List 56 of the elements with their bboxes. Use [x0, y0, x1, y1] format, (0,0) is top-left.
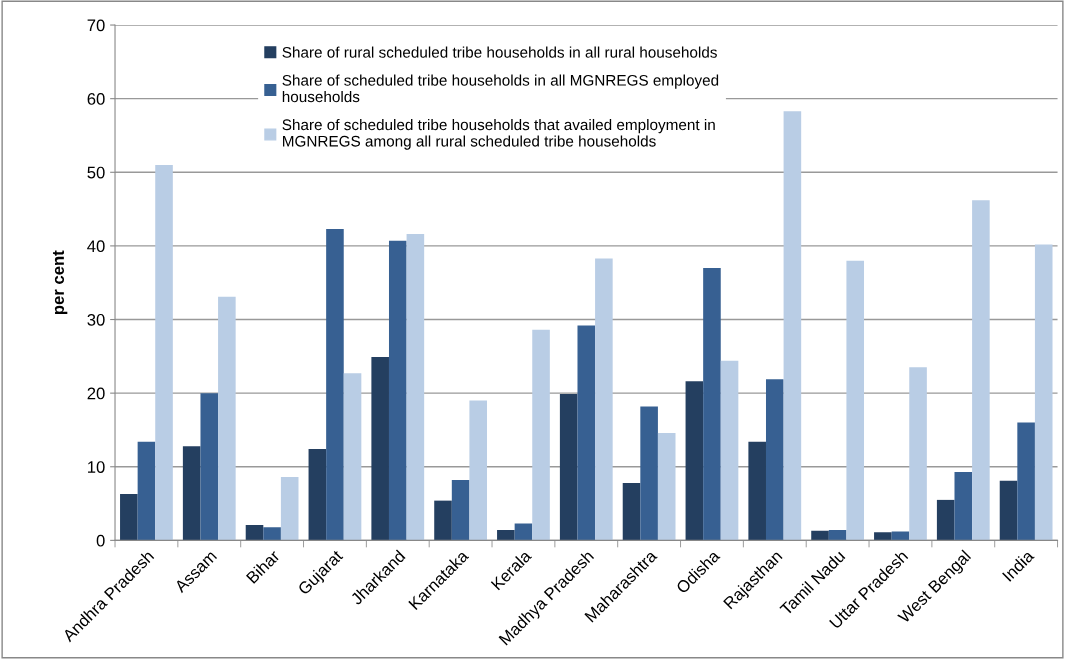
bar: [155, 164, 173, 541]
bar: [182, 446, 201, 541]
bar: [703, 267, 721, 541]
bar: [120, 494, 138, 541]
bar: [1017, 422, 1035, 541]
bar: [451, 480, 470, 541]
bar: [280, 477, 299, 541]
bar: [685, 381, 704, 541]
bar: [640, 406, 658, 541]
bar: [497, 530, 515, 541]
bar: [469, 400, 487, 541]
bar: [343, 373, 362, 541]
bar: [577, 325, 596, 541]
bar: [137, 441, 156, 541]
bar: [954, 471, 973, 541]
y-tick-label: 20: [87, 387, 105, 400]
bar: [909, 367, 927, 541]
bar: [595, 258, 613, 541]
bar: [972, 200, 990, 541]
bar: [371, 357, 389, 541]
bar: [308, 449, 327, 541]
bar: [846, 260, 865, 541]
y-tick-label: 40: [87, 240, 105, 253]
bar: [200, 393, 219, 541]
y-tick-label: 30: [87, 313, 105, 326]
bar: [218, 296, 236, 541]
bar: [326, 228, 344, 541]
bar: [406, 234, 425, 541]
bar: [765, 379, 784, 541]
bar: [999, 480, 1018, 541]
bar: [783, 111, 802, 541]
bar: [874, 532, 892, 541]
bar: [263, 527, 281, 541]
y-tick-label: 0: [96, 534, 105, 547]
bar: [828, 530, 847, 541]
bar: [532, 329, 550, 541]
bar: [622, 482, 641, 541]
bar: [657, 432, 676, 541]
legend-label: Share of scheduled tribe households that availed employment in MGNREGS among all rural scheduled tribe households: [282, 118, 715, 150]
legend-label: Share of scheduled tribe households in all MGNREGS employed households: [282, 74, 719, 103]
y-tick-label: 10: [88, 461, 105, 473]
y-tick-label: 50: [87, 166, 105, 179]
legend-label: Share of rural scheduled tribe households in all rural households: [282, 46, 717, 58]
bar: [245, 524, 264, 541]
bar: [388, 240, 407, 541]
y-tick-label: 60: [87, 93, 105, 105]
bar: [514, 523, 533, 541]
bar: [936, 499, 955, 541]
bar: [811, 530, 829, 541]
y-axis-title: per cent: [52, 250, 68, 315]
bar: [748, 441, 766, 541]
bar: [559, 393, 578, 541]
y-tick-label: 70: [87, 19, 105, 32]
bar: [720, 360, 739, 541]
bar: [434, 500, 452, 541]
bar: [1034, 244, 1053, 541]
